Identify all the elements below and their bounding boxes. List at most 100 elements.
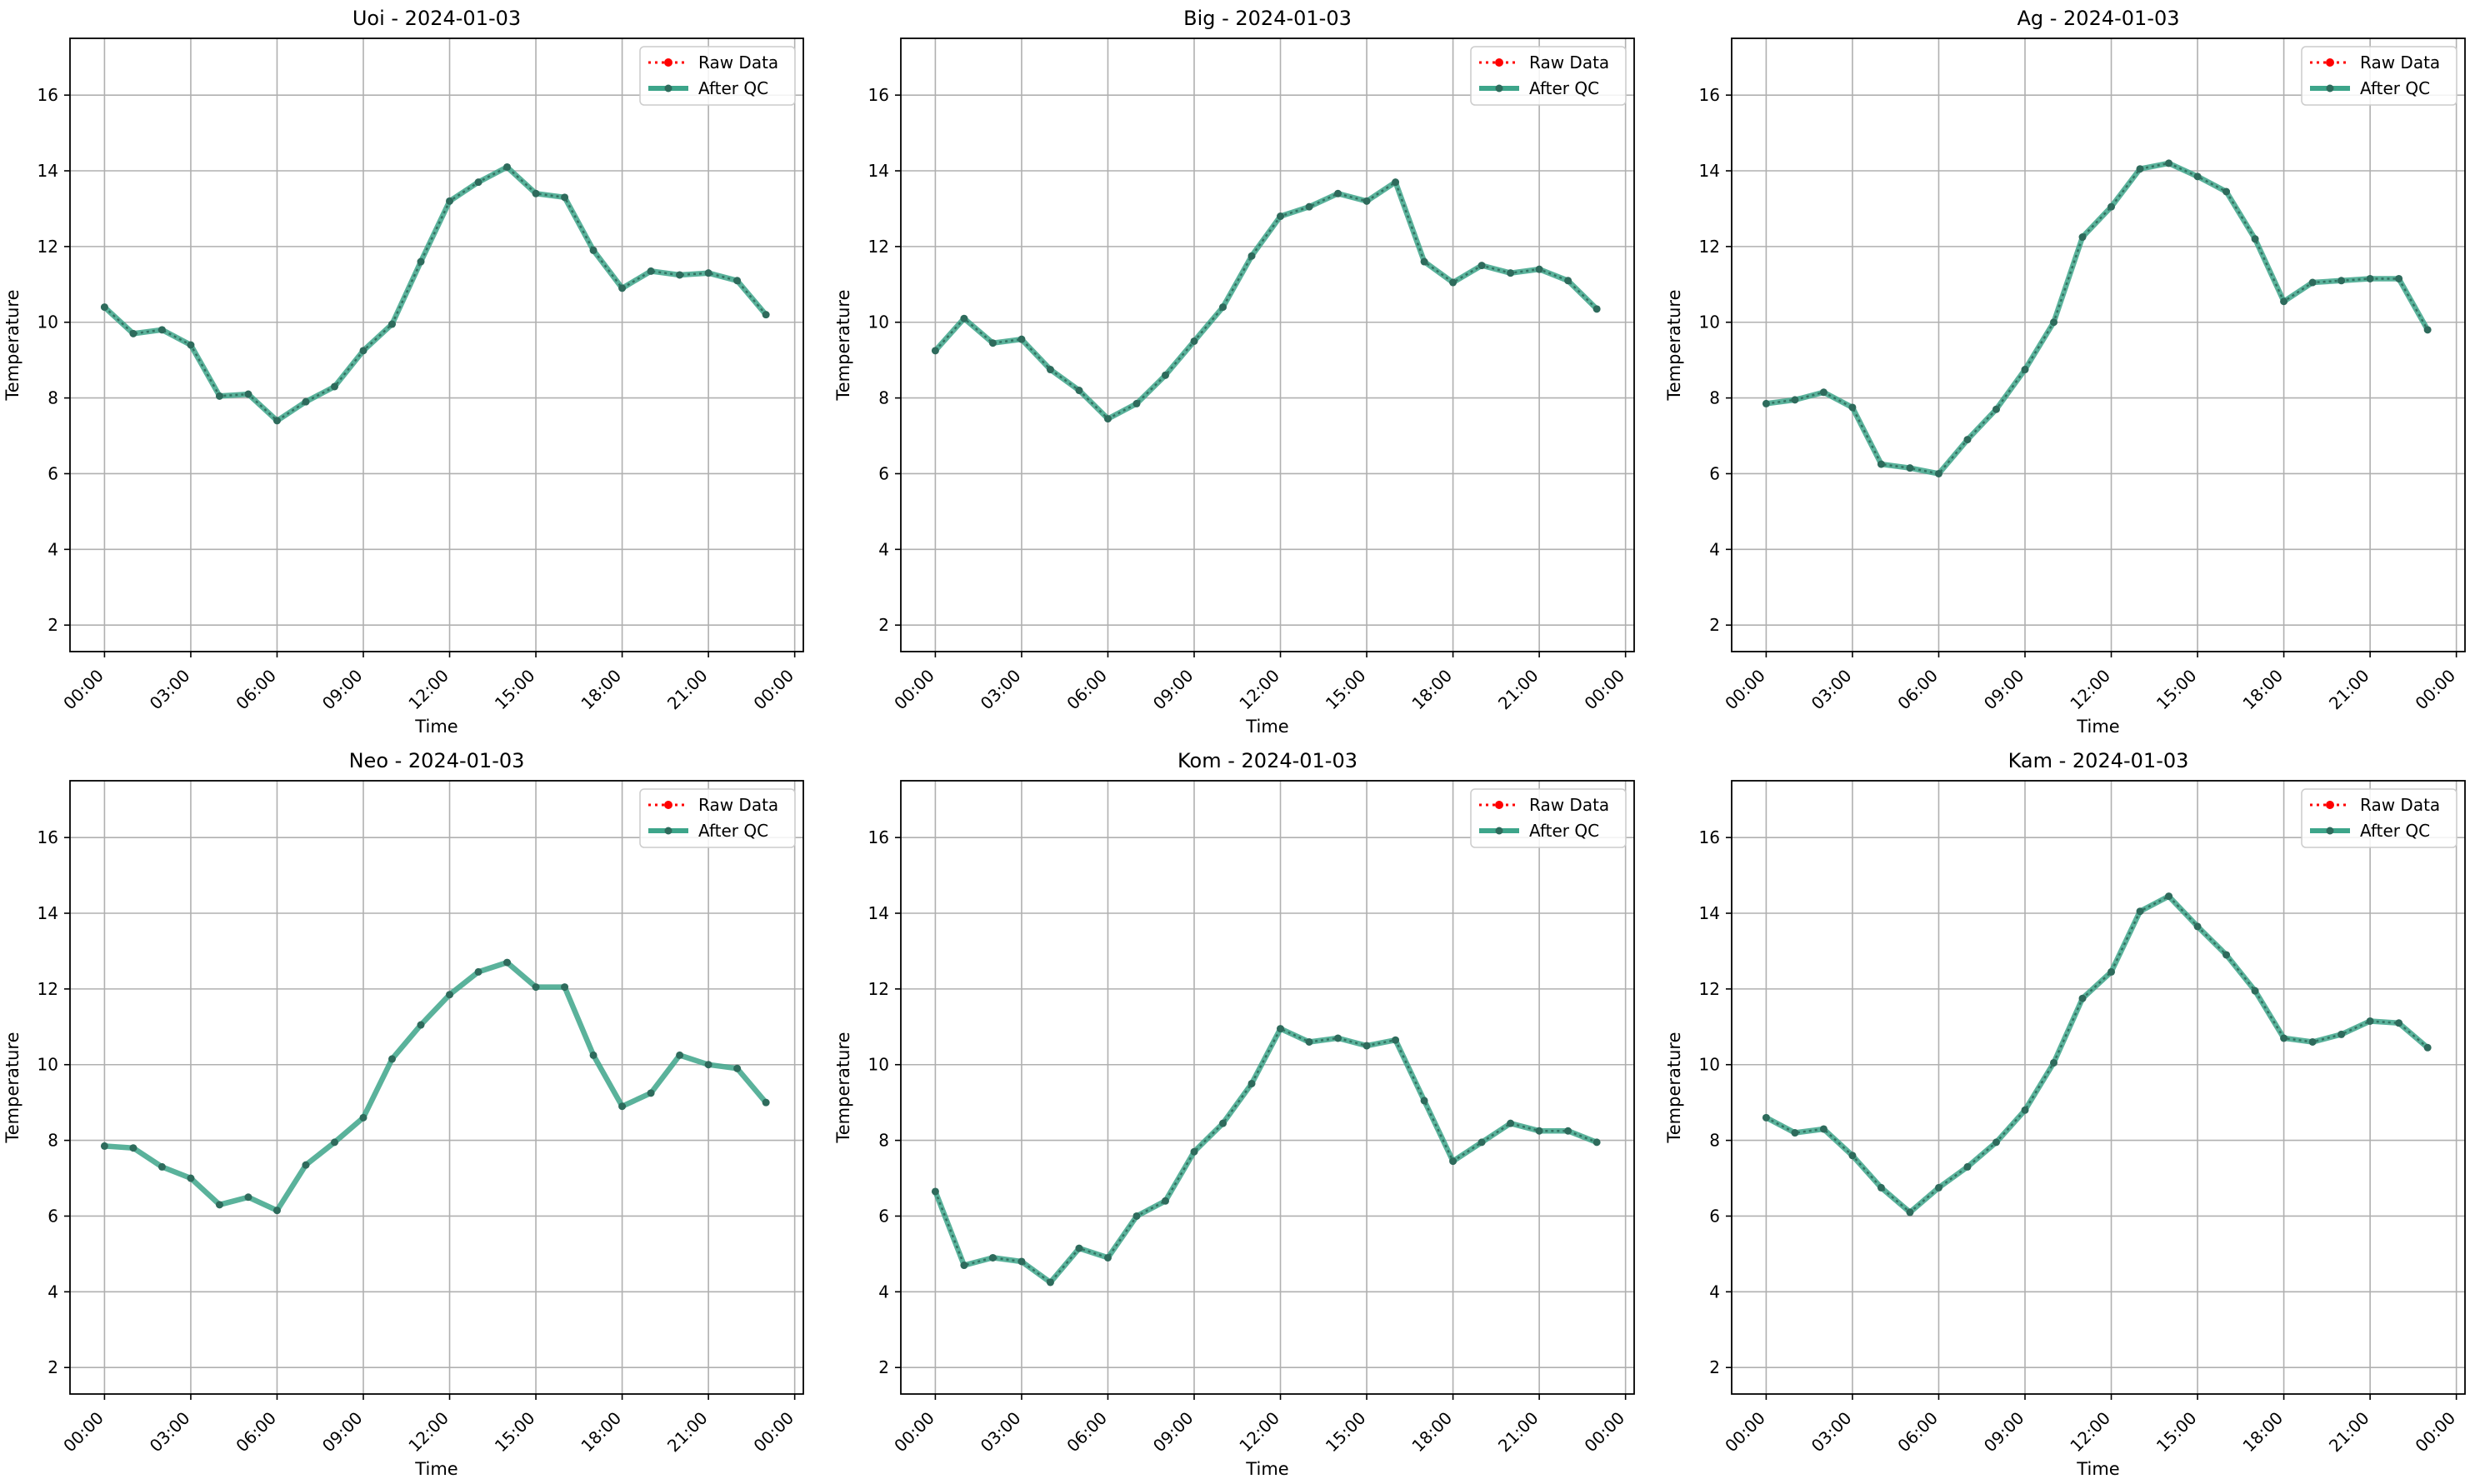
raw-data-point (2079, 996, 2086, 1002)
raw-data-line (1765, 895, 2428, 1214)
raw-data-point (159, 327, 165, 333)
raw-data-point (961, 1262, 968, 1268)
raw-data-point (1363, 198, 1370, 204)
x-tick-label: 15:00 (1322, 666, 1370, 714)
legend-qc-marker (2326, 84, 2334, 92)
y-tick-label: 16 (38, 827, 58, 847)
y-tick-label: 10 (1699, 1055, 1720, 1075)
raw-data-point (2367, 276, 2373, 282)
y-axis-label: Temperature (2, 1032, 22, 1143)
raw-data-point (1076, 387, 1082, 393)
x-tick-label: 03:00 (977, 1408, 1025, 1457)
y-tick-label: 10 (868, 1055, 889, 1075)
raw-data-point (2194, 173, 2201, 180)
raw-data-point (2079, 234, 2086, 240)
y-tick-label: 10 (1699, 312, 1720, 332)
legend-qc-label: After QC (2360, 821, 2430, 841)
plot-frame (1731, 37, 2466, 652)
x-axis-label: Time (1245, 717, 1288, 737)
plot-area (901, 781, 1634, 1394)
y-tick-label: 6 (48, 1206, 58, 1226)
legend: Raw Data After QC (639, 788, 796, 848)
raw-data-point (188, 342, 194, 348)
after-qc-point (532, 983, 540, 992)
raw-data-point (2338, 277, 2344, 283)
legend-raw-label: Raw Data (2360, 795, 2440, 815)
raw-data-point (2137, 908, 2143, 914)
raw-data-point (1936, 1185, 1942, 1191)
raw-data-point (2309, 1039, 2316, 1045)
x-tick-label: 00:00 (59, 1408, 108, 1457)
y-tick-label: 6 (1709, 1206, 1720, 1226)
chart-title: Ag - 2024-01-03 (2017, 7, 2179, 30)
raw-data-point (1191, 1149, 1198, 1155)
raw-data-point (1133, 1213, 1140, 1219)
raw-data-point (2252, 987, 2258, 994)
legend: Raw Data After QC (2301, 788, 2458, 848)
plot-area (901, 38, 1634, 652)
raw-data-point (762, 312, 769, 317)
y-tick-label: 10 (38, 312, 58, 332)
raw-data-point (562, 194, 568, 201)
y-tick-label: 2 (48, 615, 58, 635)
y-tick-label: 14 (38, 903, 58, 923)
chart-title: Neo - 2024-01-03 (349, 749, 525, 772)
after-qc-line (102, 164, 768, 424)
y-axis-label: Temperature (833, 289, 853, 401)
y-tick-label: 8 (878, 1131, 889, 1151)
raw-data-point (1593, 306, 1600, 312)
raw-data-point (1162, 372, 1168, 378)
raw-data-point (2051, 1060, 2057, 1066)
raw-data-point (532, 191, 539, 197)
y-tick-label: 16 (38, 85, 58, 105)
y-tick-label: 4 (878, 1282, 889, 1302)
raw-data-point (1964, 437, 1971, 442)
raw-data-point (418, 258, 424, 265)
legend: Raw Data After QC (1470, 46, 1627, 106)
plot-frame (69, 37, 804, 652)
y-tick-label: 12 (38, 237, 58, 257)
raw-data-point (1248, 1081, 1255, 1087)
x-tick-label: 12:00 (404, 666, 452, 714)
y-tick-label: 2 (878, 615, 889, 635)
raw-data-point (360, 347, 367, 354)
chart-panel: 00:00 03:00 06:00 09:00 12:00 15:00 18:00 21:00… (1664, 7, 2466, 737)
raw-data-point (2166, 160, 2172, 167)
after-qc-point (215, 1201, 223, 1209)
legend-qc-label: After QC (1529, 78, 1599, 98)
x-tick-label: 00:00 (2411, 1408, 2459, 1457)
raw-data-point (590, 247, 597, 253)
y-tick-label: 14 (1699, 161, 1720, 181)
chart-title: Big - 2024-01-03 (1183, 7, 1352, 30)
y-tick-label: 6 (878, 463, 889, 483)
y-tick-label: 14 (1699, 903, 1720, 923)
x-tick-label: 06:00 (232, 1408, 280, 1457)
raw-data-point (2309, 279, 2316, 286)
x-tick-label: 00:00 (1580, 666, 1628, 714)
x-tick-label: 12:00 (2066, 666, 2114, 714)
x-tick-label: 00:00 (2411, 666, 2459, 714)
raw-data-point (1191, 338, 1198, 344)
x-tick-label: 21:00 (663, 1408, 712, 1457)
after-qc-point (187, 1174, 195, 1182)
y-tick-label: 16 (868, 827, 889, 847)
x-tick-label: 21:00 (1494, 1408, 1542, 1457)
raw-data-point (1306, 1039, 1312, 1045)
x-tick-label: 18:00 (2238, 666, 2287, 714)
y-axis-label: Temperature (1664, 289, 1684, 401)
x-tick-label: 06:00 (1062, 666, 1111, 714)
raw-data-point (332, 383, 338, 390)
x-tick-label: 15:00 (1322, 1408, 1370, 1457)
raw-data-point (1105, 416, 1111, 422)
y-tick-label: 4 (1709, 539, 1720, 559)
after-qc-point (676, 1051, 684, 1059)
raw-data-point (1792, 397, 1798, 403)
y-tick-label: 10 (38, 1055, 58, 1075)
y-tick-label: 2 (1709, 615, 1720, 635)
legend-raw-marker (1495, 801, 1503, 809)
raw-data-point (2424, 327, 2431, 333)
y-tick-label: 8 (878, 388, 889, 408)
plot-frame (1731, 780, 2466, 1395)
raw-data-point (1048, 1279, 1053, 1286)
raw-data-point (990, 1255, 996, 1261)
